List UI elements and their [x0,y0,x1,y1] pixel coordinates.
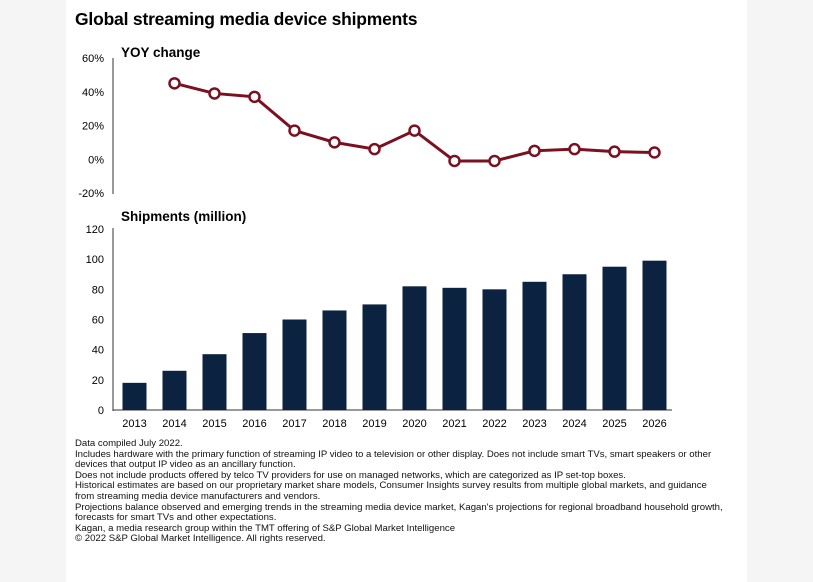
yoy-chart-title: YOY change [121,45,201,60]
chart-canvas: YOY change 60% 40% 20% 0% -20% Shipments (mi… [78,45,672,430]
yoy-point [168,77,181,90]
yoy-point [488,154,501,168]
shipments-x-tick-label: 2025 [602,418,626,430]
shipments-x-tick-label: 2020 [402,418,426,430]
yoy-y-tick-label: 20% [82,121,104,133]
shipments-x-tick-label: 2026 [642,418,666,430]
shipments-x-tick-label: 2016 [242,418,266,430]
shipments-bar [642,260,667,410]
shipments-bar [242,333,267,410]
yoy-point [248,90,261,104]
shipments-x-tick-label: 2024 [562,418,586,430]
footnote-line: Does not include products offered by tel… [75,469,626,481]
shipments-y-ticks: 120 100 80 60 40 20 0 [86,224,104,417]
shipments-bars [122,260,667,410]
yoy-point [528,144,541,158]
yoy-point [368,142,381,156]
shipments-x-tick-label: 2023 [522,418,546,430]
footnote-line: © 2022 S&P Global Market Intelligence. A… [75,533,326,545]
yoy-y-tick-label: -20% [78,188,104,200]
shipments-x-tick-labels: 2013 2014 2015 2016 2017 2018 2019 2020 2021 2022… [122,418,666,430]
yoy-point [608,145,621,158]
chart-title: Global streaming media device shipments [75,9,418,29]
yoy-y-tick-label: 0% [88,154,104,166]
yoy-point [208,87,221,100]
shipments-bar [522,281,547,410]
yoy-line-panel: YOY change 60% 40% 20% 0% -20% [78,45,661,200]
shipments-chart-title: Shipments (million) [121,209,246,224]
yoy-y-ticks: 60% 40% 20% 0% -20% [78,53,104,200]
yoy-y-tick-label: 60% [82,53,104,65]
shipments-bar [562,274,587,410]
footnote-line: Includes hardware with the primary funct… [75,448,712,471]
shipments-bar [322,310,347,410]
shipments-x-tick-label: 2018 [322,418,346,430]
footnote-line: Projections balance observed and emergin… [75,501,723,524]
yoy-point [328,136,341,149]
shipments-bar [362,304,387,410]
shipments-bar [402,286,427,410]
footnotes: Data compiled July 2022. Includes hardwa… [75,438,725,545]
footnote-line: Kagan, a media research group within the… [75,522,456,534]
shipments-bar [602,266,627,410]
shipments-bar [202,354,227,410]
shipments-y-tick-label: 20 [92,375,104,387]
yoy-point [288,124,301,137]
yoy-point [568,142,581,156]
shipments-bar-panel: Shipments (million) 120 100 80 60 40 20 0 2013… [86,209,672,430]
shipments-bar [482,289,507,410]
yoy-point [408,124,421,137]
footnote-line: Historical estimates are based on our pr… [75,480,707,502]
shipments-x-tick-label: 2014 [162,418,186,430]
shipments-bar [282,319,307,410]
shipments-y-tick-label: 40 [92,345,104,357]
shipments-x-tick-label: 2019 [362,418,386,430]
shipments-y-tick-label: 120 [86,224,104,236]
yoy-point [448,154,461,168]
shipments-x-tick-label: 2015 [202,418,226,430]
yoy-y-tick-label: 40% [82,87,104,99]
shipments-x-tick-label: 2013 [122,418,146,430]
shipments-y-tick-label: 60 [92,315,104,327]
shipments-bar [122,382,147,410]
shipments-x-tick-label: 2017 [282,418,306,430]
shipments-y-tick-label: 80 [92,284,104,296]
shipments-x-tick-label: 2021 [442,418,466,430]
shipments-y-tick-label: 100 [86,254,104,266]
yoy-series-line [174,81,655,163]
footnote-line: Data compiled July 2022. [75,438,183,449]
shipments-y-tick-label: 0 [98,405,104,417]
right-margin-band [747,0,813,582]
yoy-point [648,146,661,159]
shipments-x-tick-label: 2022 [482,418,506,430]
shipments-bar [162,370,187,410]
shipments-bar [442,287,467,410]
yoy-points [168,77,661,168]
left-margin-band [0,0,66,582]
